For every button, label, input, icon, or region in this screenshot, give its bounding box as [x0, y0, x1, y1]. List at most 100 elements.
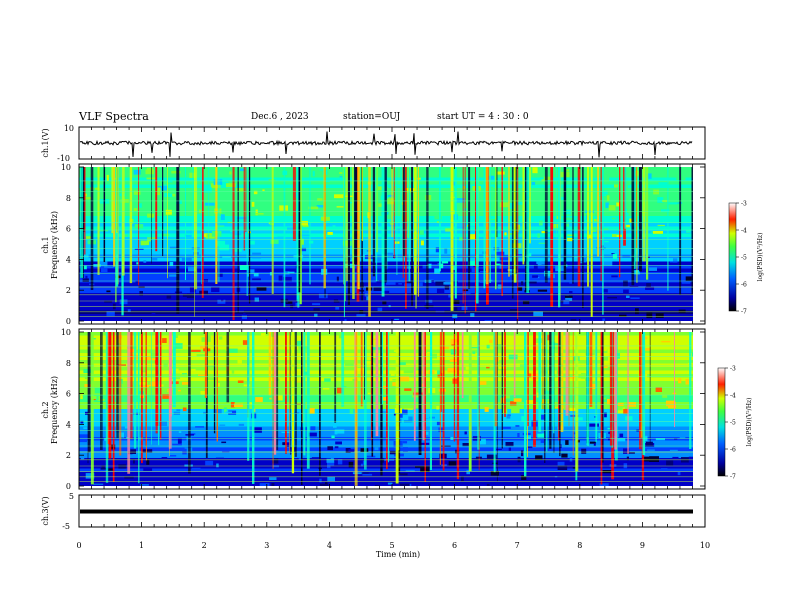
- spec2-cell: [195, 426, 205, 428]
- spec2-cell: [242, 340, 249, 345]
- spec1-cell: [541, 179, 547, 182]
- spec2-streak: [306, 332, 310, 469]
- spec2-cell: [452, 378, 458, 384]
- spec2-cell: [381, 468, 392, 472]
- spec2-cell: [374, 484, 380, 486]
- spec1-cell: [133, 169, 141, 175]
- spec1-cell: [580, 178, 591, 181]
- spec1-cell: [678, 309, 686, 313]
- spec2-cell: [449, 359, 457, 362]
- spec1-streak: [116, 167, 118, 233]
- spec2-cell: [415, 408, 419, 409]
- spec1-cell: [247, 269, 255, 274]
- cb1-tick-label: -3: [741, 201, 747, 208]
- spec1-band: [79, 296, 693, 301]
- spec1-cell: [312, 171, 315, 177]
- spec1-cell: [539, 220, 543, 226]
- spec2-cell: [478, 439, 486, 445]
- spec1-cell: [567, 234, 575, 236]
- spec1-streak: [138, 167, 140, 286]
- spec2-streak: [413, 332, 416, 441]
- spec2-streak: [496, 332, 498, 482]
- spec2-cell: [527, 446, 533, 448]
- spec1-streak: [323, 167, 326, 289]
- spec1-cell: [658, 182, 668, 188]
- spec1-cell: [452, 210, 456, 215]
- spec1-band: [79, 317, 693, 321]
- spec1-cell: [188, 266, 196, 272]
- spec1-cell: [201, 187, 212, 193]
- spec1-cell: [563, 299, 570, 305]
- spec2-cell: [528, 373, 532, 378]
- spec2-cell: [222, 450, 230, 453]
- spec1-cell: [648, 267, 657, 271]
- spec1-cell: [407, 188, 415, 193]
- spec2-cell: [662, 393, 668, 398]
- spec1-cell: [140, 283, 148, 285]
- spec2-ytick-label: 0: [66, 482, 71, 491]
- spec2-cell: [327, 462, 331, 469]
- cb2-tick-label: -6: [730, 447, 736, 454]
- xtick-label: 2: [202, 541, 207, 550]
- spec1-cell: [398, 283, 402, 285]
- spec1-cell: [564, 295, 573, 298]
- spec1-cell: [455, 223, 465, 229]
- spec2-cell: [221, 441, 227, 444]
- spec2-cell: [601, 418, 609, 422]
- spec2-streak: [272, 332, 274, 469]
- spec2-cell: [505, 442, 514, 447]
- spec1-cell: [434, 214, 442, 220]
- spec2-cell: [593, 443, 596, 446]
- spec1-cell: [435, 308, 445, 313]
- spec1-band: [79, 310, 693, 315]
- spec1-cell: [385, 198, 395, 205]
- spec2-cell: [479, 381, 487, 385]
- spec1-cell: [314, 313, 318, 317]
- spec1-streak: [515, 167, 518, 275]
- spec2-cell: [537, 433, 545, 438]
- spec2-streak: [274, 332, 277, 455]
- spec1-streak: [513, 167, 517, 283]
- spec2-streak: [589, 332, 593, 407]
- spec2-cell: [544, 390, 554, 395]
- spec1-cell: [532, 275, 538, 278]
- spec1-cell: [165, 209, 172, 215]
- spec1-cell: [507, 269, 516, 271]
- spec1-cell: [85, 275, 88, 279]
- spec1-streak: [577, 167, 581, 287]
- spec2-cell: [655, 438, 665, 441]
- spec1-cell: [623, 289, 629, 296]
- spec1-cell: [384, 214, 393, 220]
- spec2-cell: [508, 354, 518, 360]
- spec2-streak: [627, 332, 629, 454]
- spec2-cell: [93, 483, 104, 485]
- spec2-cell: [200, 345, 207, 349]
- spec2-cell: [569, 457, 573, 462]
- spec1-cell: [263, 296, 267, 302]
- spec1-streak: [343, 167, 345, 318]
- spec2-cell: [615, 407, 625, 414]
- spec2-streak: [674, 332, 675, 428]
- spec1-streak: [357, 167, 360, 289]
- spec1-cell: [484, 320, 493, 321]
- spec2-cell: [174, 332, 178, 338]
- spec2-cell: [162, 338, 167, 343]
- start-time-label: start UT = 4 : 30 : 0: [437, 112, 529, 122]
- spec2-cell: [402, 409, 408, 415]
- spec2-cell: [486, 366, 490, 369]
- spec2-cell: [128, 459, 133, 466]
- spec1-cell: [325, 178, 330, 183]
- spec2-streak: [501, 332, 503, 449]
- spec1-cell: [562, 236, 572, 238]
- spec2-cell: [574, 417, 583, 421]
- spec2-cell: [506, 415, 511, 419]
- spec1-cell: [270, 239, 279, 244]
- spec1-cell: [383, 252, 394, 256]
- spec2-streak: [112, 332, 115, 482]
- spec2-cell: [485, 482, 494, 484]
- spec1-cell: [404, 283, 412, 287]
- spec2-cell: [496, 428, 505, 430]
- spec1-cell: [645, 286, 655, 290]
- spec2-cell: [532, 344, 540, 350]
- spec2-cell: [524, 400, 535, 405]
